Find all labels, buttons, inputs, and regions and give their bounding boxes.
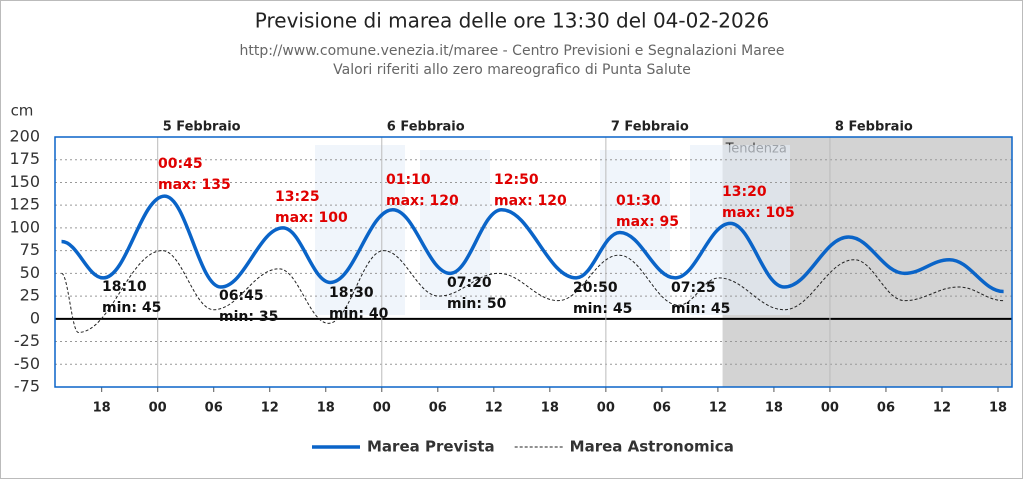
annotation-value: min: 35 <box>219 309 278 325</box>
y-tick-label: 25 <box>20 286 40 305</box>
day-label: 5 Febbraio <box>163 120 241 135</box>
y-tick-label: -75 <box>14 377 40 396</box>
watermark <box>420 150 490 310</box>
annotation-value: min: 50 <box>447 296 507 312</box>
y-tick-label: 200 <box>9 127 40 146</box>
annotation-time: 01:30 <box>616 193 661 209</box>
annotation-value: min: 45 <box>102 300 161 316</box>
x-tick-label: 12 <box>261 401 279 416</box>
x-tick-label: 00 <box>149 401 167 416</box>
x-tick-label: 00 <box>597 401 615 416</box>
annotation-value: min: 45 <box>671 301 730 317</box>
y-tick-label: 125 <box>9 195 40 214</box>
watermark <box>600 150 670 310</box>
y-tick-label: 100 <box>9 217 40 236</box>
annotation-time: 12:50 <box>494 172 539 188</box>
plot-border <box>54 136 1013 388</box>
annotation-time: 13:20 <box>722 184 767 200</box>
y-tick-label: 50 <box>20 263 40 282</box>
annotation-time: 01:10 <box>386 172 431 188</box>
annotation-time: 07:25 <box>671 280 716 296</box>
x-tick-label: 18 <box>765 401 783 416</box>
annotation-value: max: 135 <box>158 177 231 193</box>
annotation-time: 07:20 <box>447 275 492 291</box>
annotation-time: 13:25 <box>275 189 320 205</box>
annotation-value: min: 45 <box>573 301 632 317</box>
annotation-time: 06:45 <box>219 288 264 304</box>
series-line <box>61 194 1004 294</box>
day-label: 7 Febbraio <box>611 120 689 135</box>
x-tick-label: 06 <box>877 401 895 416</box>
y-tick-label: 75 <box>20 240 40 259</box>
annotation-value: max: 100 <box>275 210 348 226</box>
x-tick-label: 00 <box>821 401 839 416</box>
x-tick-label: 06 <box>653 401 671 416</box>
x-tick-label: 18 <box>989 401 1007 416</box>
annotation-time: 18:10 <box>102 279 147 295</box>
subtitle: Valori riferiti allo zero mareografico d… <box>333 62 691 78</box>
y-tick-label: 150 <box>9 172 40 191</box>
legend-label: Marea Astronomica <box>570 438 734 456</box>
annotation-value: max: 120 <box>494 193 567 209</box>
annotation-value: max: 95 <box>616 214 679 230</box>
x-tick-label: 06 <box>429 401 447 416</box>
x-tick-label: 18 <box>541 401 559 416</box>
annotation-value: min: 40 <box>329 306 389 322</box>
day-label: 8 Febbraio <box>835 120 913 135</box>
x-tick-label: 18 <box>93 401 111 416</box>
watermark <box>315 145 405 315</box>
annotation-value: max: 105 <box>722 205 795 221</box>
y-tick-label: 0 <box>30 308 40 327</box>
legend-label: Marea Prevista <box>367 438 495 456</box>
x-tick-label: 18 <box>317 401 335 416</box>
y-tick-label: -25 <box>14 331 40 350</box>
annotation-value: max: 120 <box>386 193 459 209</box>
x-tick-label: 12 <box>485 401 503 416</box>
x-tick-label: 12 <box>709 401 727 416</box>
annotation-time: 00:45 <box>158 156 203 172</box>
annotation-time: 18:30 <box>329 285 374 301</box>
y-axis-label: cm <box>11 102 34 120</box>
chart-title: Previsione di marea delle ore 13:30 del … <box>255 9 769 33</box>
x-tick-label: 12 <box>933 401 951 416</box>
series-line <box>61 250 1004 333</box>
y-tick-label: 175 <box>9 149 40 168</box>
subtitle: http://www.comune.venezia.it/maree - Cen… <box>239 43 784 59</box>
day-label: 6 Febbraio <box>387 120 465 135</box>
annotation-time: 20:50 <box>573 280 618 296</box>
x-tick-label: 06 <box>205 401 223 416</box>
y-tick-label: -50 <box>14 354 40 373</box>
x-tick-label: 00 <box>373 401 391 416</box>
